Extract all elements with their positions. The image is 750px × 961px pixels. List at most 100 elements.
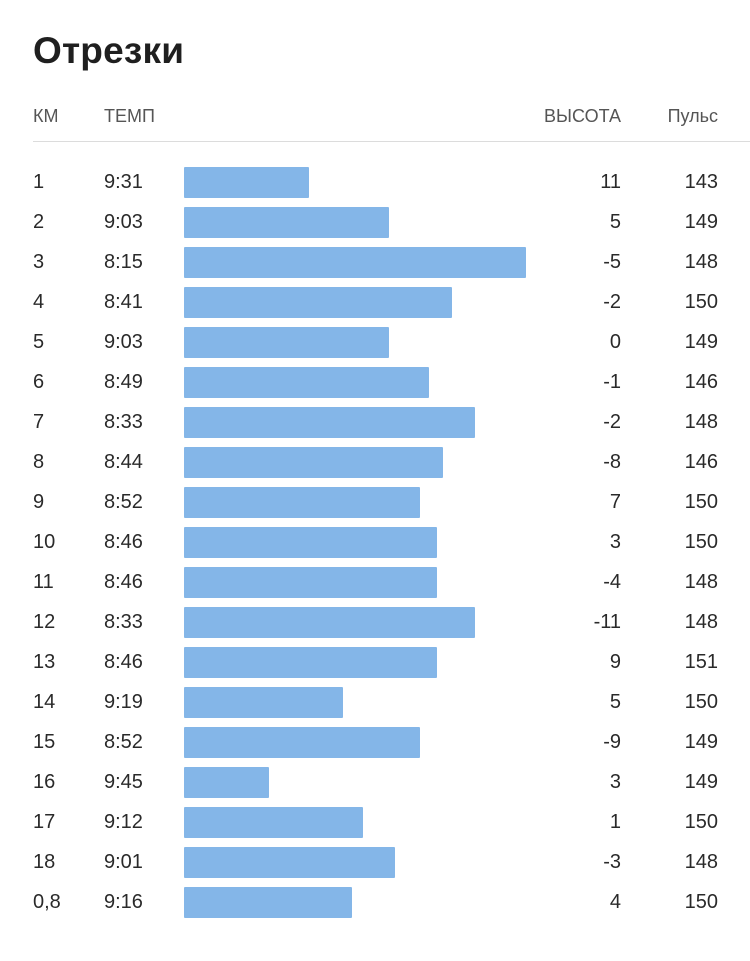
split-km: 14 [33, 691, 56, 713]
pace-bar [184, 847, 395, 878]
split-pace: 8:44 [104, 451, 143, 473]
header-divider [33, 141, 750, 142]
split-elevation: -11 [593, 611, 621, 633]
split-km: 12 [33, 611, 56, 633]
split-row: 18 9:01 -3 148 [0, 847, 750, 887]
split-elevation: 9 [609, 651, 621, 673]
split-heart-rate: 149 [684, 211, 718, 233]
split-km: 0,8 [33, 891, 61, 913]
pace-bar [184, 727, 420, 758]
split-km: 18 [33, 851, 56, 873]
pace-bar [184, 607, 475, 638]
split-pace: 8:33 [104, 611, 143, 633]
split-elevation: -1 [603, 371, 621, 393]
split-pace: 8:41 [104, 291, 143, 313]
split-row: 13 8:46 9 151 [0, 647, 750, 687]
split-elevation: 7 [609, 491, 621, 513]
split-pace: 8:46 [104, 651, 143, 673]
split-elevation: 4 [609, 891, 621, 913]
split-km: 13 [33, 651, 56, 673]
split-elevation: -2 [603, 291, 621, 313]
split-km: 1 [33, 171, 45, 193]
split-elevation: -5 [603, 251, 621, 273]
pace-bar [184, 807, 363, 838]
split-row: 2 9:03 5 149 [0, 207, 750, 247]
split-heart-rate: 150 [684, 491, 718, 513]
split-row: 17 9:12 1 150 [0, 807, 750, 847]
split-pace: 8:15 [104, 251, 143, 273]
split-elevation: 5 [609, 691, 621, 713]
split-pace: 8:46 [104, 571, 143, 593]
split-km: 17 [33, 811, 56, 833]
split-elevation: 11 [600, 171, 621, 193]
table-header: КМ ТЕМП ВЫСОТА Пульс [0, 106, 750, 132]
split-row: 3 8:15 -5 148 [0, 247, 750, 287]
split-elevation: -8 [603, 451, 621, 473]
split-km: 7 [33, 411, 45, 433]
pace-bar [184, 167, 309, 198]
split-heart-rate: 150 [684, 691, 718, 713]
split-elevation: -3 [603, 851, 621, 873]
split-pace: 9:16 [104, 891, 143, 913]
splits-list: 1 9:31 11 143 2 9:03 5 149 3 8:15 -5 148 4 8:41 -2 150 5… [0, 167, 750, 927]
split-km: 16 [33, 771, 56, 793]
split-heart-rate: 150 [684, 291, 718, 313]
column-header-km: КМ [33, 106, 59, 126]
split-elevation: 1 [609, 811, 621, 833]
split-row: 5 9:03 0 149 [0, 327, 750, 367]
column-header-elevation: ВЫСОТА [544, 106, 621, 126]
split-km: 15 [33, 731, 56, 753]
split-heart-rate: 148 [684, 851, 718, 873]
split-km: 10 [33, 531, 56, 553]
split-row: 15 8:52 -9 149 [0, 727, 750, 767]
page-title: Отрезки [33, 30, 185, 71]
split-row: 6 8:49 -1 146 [0, 367, 750, 407]
split-pace: 8:33 [104, 411, 143, 433]
split-heart-rate: 149 [684, 731, 718, 753]
split-pace: 9:19 [104, 691, 143, 713]
split-km: 2 [33, 211, 45, 233]
split-row: 9 8:52 7 150 [0, 487, 750, 527]
split-row: 8 8:44 -8 146 [0, 447, 750, 487]
split-pace: 8:52 [104, 731, 143, 753]
split-heart-rate: 150 [684, 531, 718, 553]
split-km: 11 [33, 571, 54, 593]
split-row: 1 9:31 11 143 [0, 167, 750, 207]
split-pace: 8:49 [104, 371, 143, 393]
split-pace: 9:03 [104, 211, 143, 233]
split-elevation: -9 [603, 731, 621, 753]
pace-bar [184, 247, 526, 278]
split-heart-rate: 151 [684, 651, 718, 673]
split-elevation: -2 [603, 411, 621, 433]
split-pace: 9:01 [104, 851, 143, 873]
column-header-pace: ТЕМП [104, 106, 155, 126]
split-pace: 9:12 [104, 811, 143, 833]
split-row: 14 9:19 5 150 [0, 687, 750, 727]
split-pace: 9:03 [104, 331, 143, 353]
split-heart-rate: 148 [684, 251, 718, 273]
split-heart-rate: 150 [684, 891, 718, 913]
split-elevation: 3 [609, 531, 621, 553]
split-km: 5 [33, 331, 45, 353]
split-km: 9 [33, 491, 45, 513]
split-row: 16 9:45 3 149 [0, 767, 750, 807]
split-row: 10 8:46 3 150 [0, 527, 750, 567]
pace-bar [184, 407, 475, 438]
pace-bar [184, 367, 429, 398]
split-heart-rate: 149 [684, 331, 718, 353]
pace-bar [184, 527, 437, 558]
split-heart-rate: 146 [684, 371, 718, 393]
split-row: 7 8:33 -2 148 [0, 407, 750, 447]
pace-bar [184, 767, 269, 798]
split-km: 4 [33, 291, 45, 313]
split-km: 8 [33, 451, 45, 473]
pace-bar [184, 327, 389, 358]
split-km: 6 [33, 371, 45, 393]
split-pace: 9:31 [104, 171, 143, 193]
split-pace: 9:45 [104, 771, 143, 793]
pace-bar [184, 487, 420, 518]
split-row: 4 8:41 -2 150 [0, 287, 750, 327]
split-pace: 8:46 [104, 531, 143, 553]
pace-bar [184, 447, 443, 478]
split-heart-rate: 150 [684, 811, 718, 833]
